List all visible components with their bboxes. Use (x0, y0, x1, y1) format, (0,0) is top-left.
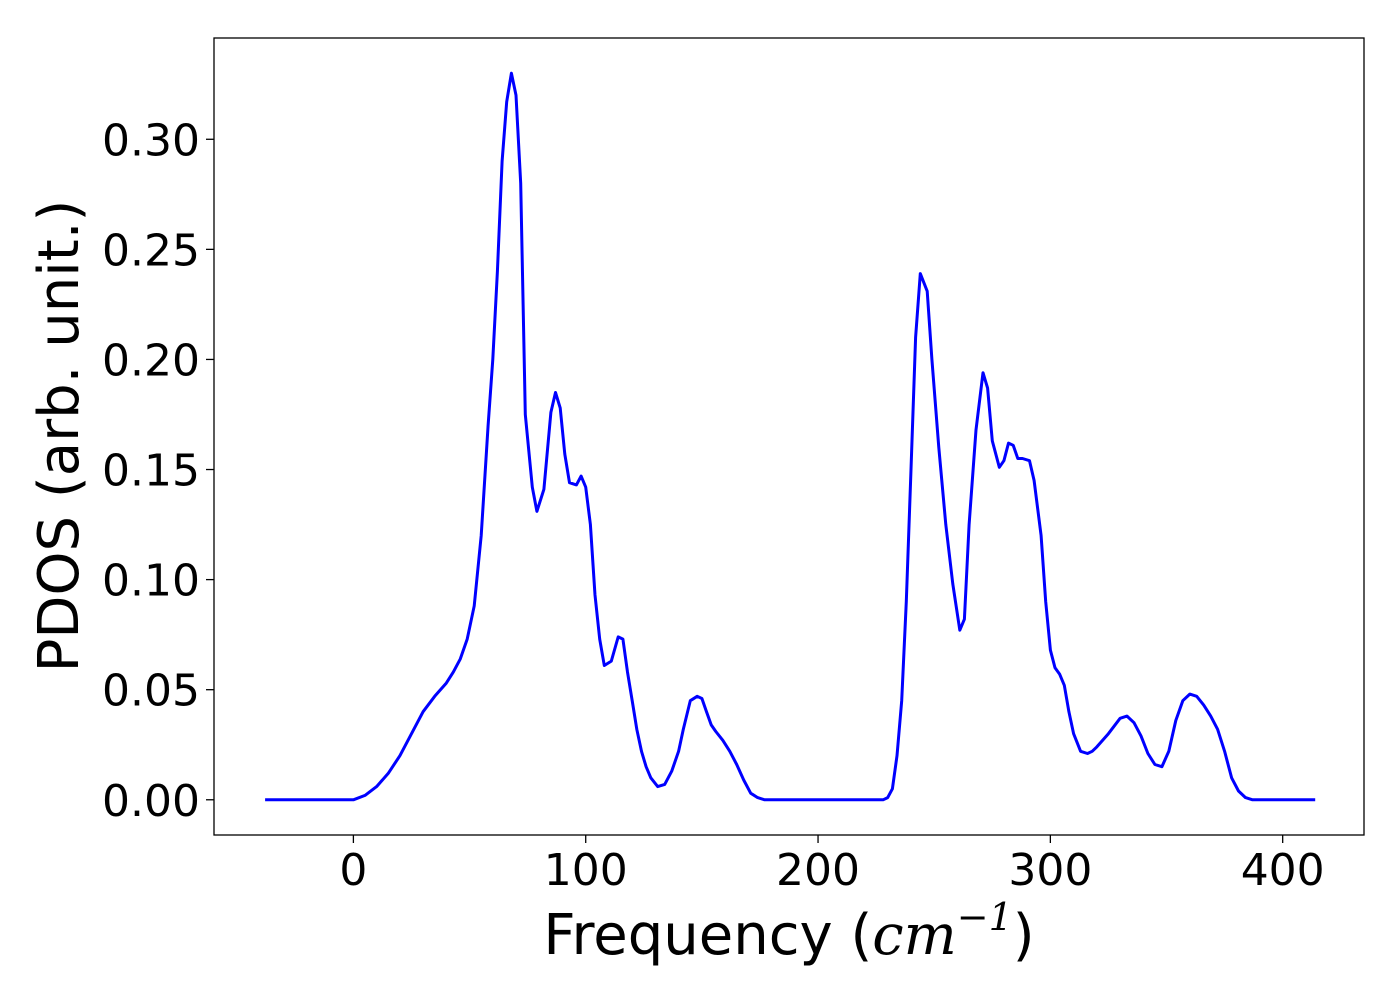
y-tick-label: 0.15 (102, 446, 200, 497)
x-axis-label-unit: cm (872, 903, 956, 968)
x-axis-label-quantity: Frequency (543, 903, 832, 968)
x-tick-label: 0 (339, 845, 367, 896)
x-tick-label: 200 (776, 845, 860, 896)
pdos-series-line (265, 71, 1316, 802)
y-tick-label: 0.00 (102, 776, 200, 827)
x-tick-label: 400 (1241, 845, 1325, 896)
x-tick-label: 300 (1008, 845, 1092, 896)
y-tick-label: 0.20 (102, 335, 200, 386)
x-axis-label-open-paren: ( (833, 903, 873, 968)
y-axis-label: PDOS (arb. unit.) (27, 200, 92, 673)
y-tick-label: 0.05 (102, 666, 200, 717)
x-tick-label: 100 (544, 845, 628, 896)
ticks-layer: 0 100 200 300 400 0.00 0.05 0.10 0.15 0.20 0.25 0.3… (102, 115, 1325, 896)
y-tick-label: 0.30 (102, 115, 200, 166)
x-axis-label: Frequency (cm−1) (543, 895, 1034, 968)
x-axis-label-close-paren: ) (1013, 903, 1035, 968)
y-tick-label: 0.10 (102, 556, 200, 607)
y-tick-label: 0.25 (102, 225, 200, 276)
plot-frame (213, 37, 1365, 836)
x-axis-label-unit-exponent: −1 (957, 895, 1013, 939)
